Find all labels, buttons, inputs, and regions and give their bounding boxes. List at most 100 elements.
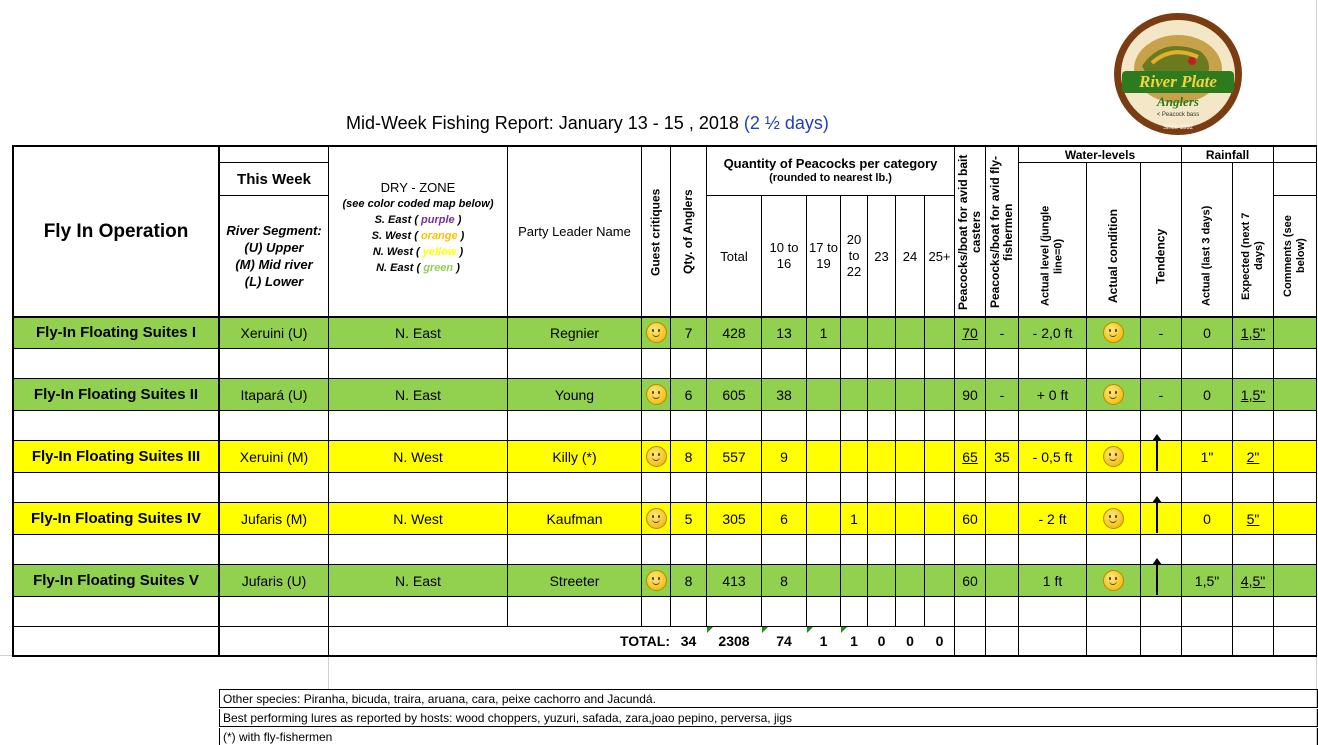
totals-cat-20-22: 1 (850, 633, 858, 649)
totals-cat-10-16: 74 (776, 633, 792, 649)
river-segment-lower: (L) Lower (244, 274, 304, 289)
guest-critique-smiley-icon (642, 379, 670, 410)
totals-cat-24: 0 (906, 633, 914, 649)
report-title-days: (2 ½ days) (743, 113, 829, 133)
zone-ne-prefix: N. East ( (376, 262, 424, 274)
header-dry-zone: DRY - ZONE (see color coded map below) S… (329, 180, 507, 280)
tendency-up-arrow-icon (1152, 434, 1162, 471)
row-level: - 2,0 ft (1032, 324, 1073, 341)
header-cat-25-plus: 25+ (928, 248, 951, 264)
row-cat-17-19 (807, 441, 840, 472)
row-zone: N. East (395, 572, 441, 589)
row-cat-17-19 (807, 503, 840, 534)
row-anglers: 6 (684, 386, 693, 403)
row-zone: N. West (393, 448, 443, 465)
zone-sw-prefix: S. West ( (371, 230, 421, 242)
quantity-subtitle: (rounded to nearest lb.) (769, 172, 892, 184)
row-pb-bait: 60 (962, 510, 978, 527)
row-pb-fly: - (999, 324, 1005, 341)
comment-marker (841, 627, 847, 633)
dry-zone-subtitle: (see color coded map below) (342, 198, 494, 210)
row-name: Fly-In Floating Suites III (31, 448, 201, 465)
row-rain-actual: 0 (1203, 324, 1211, 341)
row-leader: Regnier (549, 324, 600, 341)
zone-south-west: S. West ( orange ) (372, 228, 465, 244)
row-pb-fly: - (999, 386, 1005, 403)
header-cat-23: 23 (874, 248, 889, 264)
header-total: Total (720, 248, 748, 264)
zone-sw-color: orange (420, 230, 458, 242)
row-total: 413 (722, 572, 746, 589)
row-cat-10-16: 8 (780, 572, 788, 589)
header-pb-fly-fishermen: Peacocks/boat for avid fly-fishermen (988, 155, 1015, 309)
row-cat-10-16: 38 (776, 386, 792, 403)
zone-nw-prefix: N. West ( (372, 246, 423, 258)
row-cat-20-22 (841, 317, 867, 348)
row-pb-fly (986, 503, 1018, 534)
row-cat-10-16: 9 (780, 448, 788, 465)
zone-sw-suffix: ) (457, 230, 465, 242)
header-party-leader: Party Leader Name (518, 224, 631, 239)
row-level: - 2 ft (1038, 510, 1067, 527)
row-cat-20-22: 1 (850, 510, 858, 527)
header-fly-in-operation: Fly In Operation (43, 220, 189, 242)
row-rain-expected: 4,5" (1240, 572, 1266, 589)
row-segment: Jufaris (M) (240, 510, 308, 527)
header-actual-level: Actual level (jungle line=0) (1039, 205, 1065, 307)
row-level: 1 ft (1042, 572, 1063, 589)
note-other-species: Other species: Piranha, bicuda, traira, … (219, 689, 1318, 708)
zone-south-east: S. East ( purple ) (375, 212, 462, 228)
river-segment-mid: (M) Mid river (235, 257, 313, 272)
row-level: + 0 ft (1036, 386, 1069, 403)
row-tendency: - (1158, 386, 1164, 403)
totals-cat-23: 0 (877, 633, 886, 649)
header-rain-actual: Actual (last 3 days) (1200, 205, 1213, 307)
row-cat-20-22 (841, 441, 867, 472)
condition-smiley-icon (1087, 503, 1140, 534)
row-leader: Young (554, 386, 595, 403)
zone-se-color: purple (421, 214, 455, 226)
condition-smiley-icon (1087, 441, 1140, 472)
river-segment-title: River Segment: (226, 223, 322, 238)
row-rain-actual: 1,5" (1194, 572, 1220, 589)
row-cat-17-19: 1 (819, 324, 828, 341)
header-guest-critiques: Guest critiques (648, 188, 663, 276)
row-pb-bait: 60 (962, 572, 978, 589)
row-rain-expected: 2" (1246, 448, 1260, 465)
note-best-lures: Best performing lures as reported by hos… (219, 709, 1318, 727)
row-anglers: 8 (684, 448, 693, 465)
header-pb-bait-casters: Peacocks/boat for avid bait casters (956, 154, 983, 310)
row-total: 428 (722, 324, 746, 341)
dry-zone-title: DRY - ZONE (380, 180, 456, 195)
row-segment: Jufaris (U) (241, 572, 307, 589)
row-name: Fly-In Floating Suites I (35, 324, 196, 341)
zone-nw-suffix: ) (456, 246, 464, 258)
header-tendency: Tendency (1153, 228, 1168, 284)
guest-critique-smiley-icon (642, 441, 670, 472)
row-level: - 0,5 ft (1032, 448, 1073, 465)
totals-total: 2308 (718, 633, 750, 649)
report-title-main: Mid-Week Fishing Report: January 13 - 15… (346, 113, 744, 133)
header-cat-24: 24 (902, 248, 918, 264)
row-rain-expected: 5" (1246, 510, 1260, 527)
header-this-week: This Week (237, 170, 311, 188)
row-zone: N. West (393, 510, 443, 527)
zone-north-west: N. West ( yellow ) (373, 244, 463, 260)
totals-cat-17-19: 1 (819, 633, 828, 649)
row-pb-bait: 65 (962, 448, 978, 465)
tendency-up-arrow-icon (1152, 558, 1162, 595)
row-cat-20-22 (841, 565, 867, 596)
row-name: Fly-In Floating Suites II (33, 386, 199, 403)
note-fly-fishermen: (*) with fly-fishermen (219, 728, 1318, 745)
row-cat-10-16: 6 (780, 510, 788, 527)
row-segment: Xeruini (M) (239, 448, 309, 465)
row-cat-10-16: 13 (776, 324, 792, 341)
row-leader: Streeter (549, 572, 600, 589)
row-cat-17-19 (807, 565, 840, 596)
zone-north-east: N. East ( green ) (376, 260, 460, 276)
row-rain-actual: 0 (1203, 386, 1211, 403)
row-anglers: 5 (684, 510, 693, 527)
condition-smiley-icon (1087, 317, 1140, 348)
row-segment: Itapará (U) (240, 386, 308, 403)
report-title: Mid-Week Fishing Report: January 13 - 15… (346, 113, 829, 134)
